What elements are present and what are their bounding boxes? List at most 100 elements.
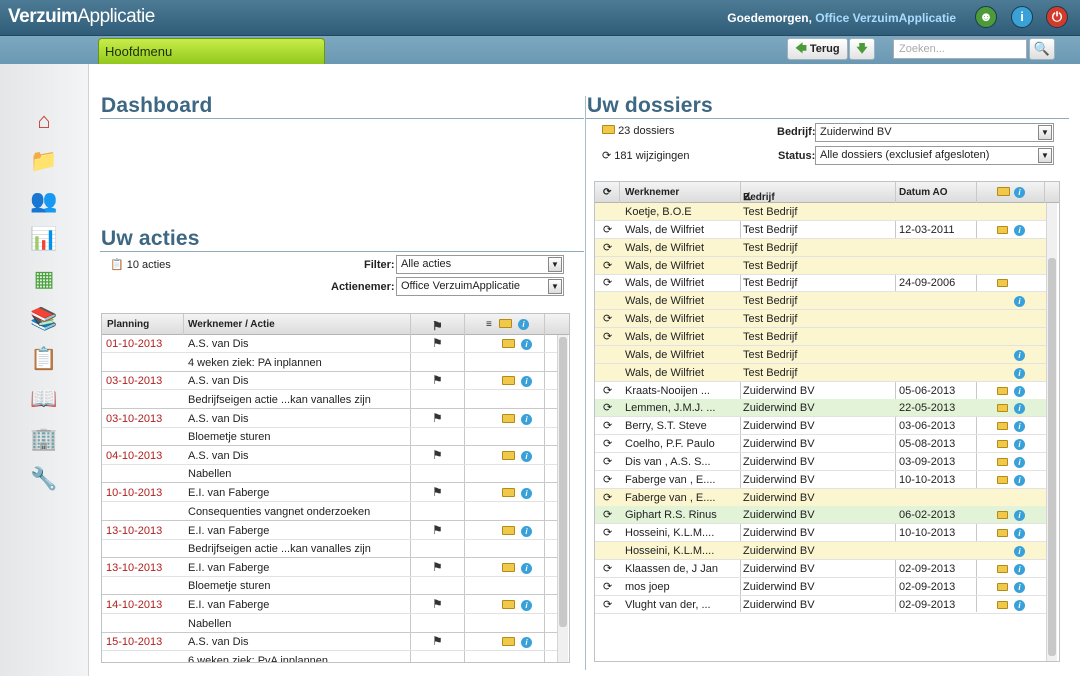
table-row[interactable]: 13-10-2013 E.I. van Faberge ⚑ i xyxy=(102,559,557,577)
folder-icon[interactable] xyxy=(997,457,1008,469)
info-icon[interactable]: i xyxy=(1014,456,1025,468)
folder-icon[interactable] xyxy=(502,600,515,612)
list-item[interactable]: Bedrijfseigen actie ...kan vanalles zijn xyxy=(102,540,557,558)
info-icon[interactable]: i xyxy=(521,525,532,537)
table-row[interactable]: ⟳ Wals, de Wilfriet Test Bedrijf 12-03-2011… xyxy=(595,221,1046,239)
address-book-icon[interactable]: 📖 xyxy=(30,386,58,411)
tools-icon[interactable]: 🔧 xyxy=(30,466,58,491)
info-icon[interactable]: i xyxy=(1014,438,1025,451)
buildings-icon[interactable]: 🏢 xyxy=(30,426,58,451)
folder-icon[interactable] xyxy=(502,525,515,538)
info-icon[interactable]: i xyxy=(521,413,532,425)
table-row[interactable]: Hosseini, K.L.M.... Zuiderwind BV i xyxy=(595,542,1046,561)
list-item[interactable]: Bloemetje sturen xyxy=(102,428,557,447)
info-icon[interactable]: i xyxy=(521,487,532,500)
table-row[interactable]: 13-10-2013 E.I. van Faberge ⚑ i xyxy=(102,522,557,540)
scrollbar-thumb[interactable] xyxy=(559,337,567,627)
folder-icon[interactable] xyxy=(997,600,1008,612)
info-icon[interactable]: i xyxy=(1014,581,1025,593)
table-row[interactable]: ⟳ Dis van , A.S. S... Zuiderwind BV 03-09-2… xyxy=(595,453,1046,471)
sync-icon[interactable]: ⟳ xyxy=(603,402,613,415)
sync-icon[interactable]: ⟳ xyxy=(603,580,613,593)
list-item[interactable]: 6 weken ziek: PvA inplannen xyxy=(102,652,557,662)
home-icon[interactable]: ⌂ xyxy=(37,108,51,133)
flag-icon[interactable]: ⚑ xyxy=(432,522,443,537)
search-input[interactable]: Zoeken... xyxy=(893,39,1027,59)
column-datum-ao[interactable]: Datum AO xyxy=(899,187,948,198)
sync-icon[interactable]: ⟳ xyxy=(603,598,613,611)
folder-icon[interactable] xyxy=(997,564,1008,576)
sync-icon[interactable]: ⟳ xyxy=(603,277,613,290)
add-folder-icon[interactable]: 📁 xyxy=(30,148,58,173)
sync-icon[interactable]: ⟳ xyxy=(603,420,613,433)
info-icon[interactable]: i xyxy=(521,375,532,388)
table-row[interactable]: ⟳ Hosseini, K.L.M.... Zuiderwind BV 10-10-2… xyxy=(595,524,1046,543)
chart-icon[interactable]: 📊 xyxy=(30,226,58,251)
info-icon[interactable]: i xyxy=(1014,563,1025,575)
info-icon[interactable]: i xyxy=(521,338,532,350)
folder-icon[interactable] xyxy=(997,439,1008,451)
folder-icon[interactable] xyxy=(502,413,515,426)
sync-icon[interactable]: ⟳ xyxy=(603,223,613,236)
table-row[interactable]: Wals, de Wilfriet Test Bedrijf i xyxy=(595,292,1046,311)
table-row[interactable]: ⟳ Wals, de Wilfriet Test Bedrijf 24-09-2006 xyxy=(595,274,1046,293)
table-row[interactable]: 03-10-2013 A.S. van Dis ⚑ i xyxy=(102,410,557,428)
scrollbar[interactable] xyxy=(557,335,568,662)
info-icon[interactable]: i xyxy=(521,599,532,612)
folder-icon[interactable] xyxy=(502,637,515,649)
info-icon[interactable]: i xyxy=(1014,509,1025,522)
info-icon[interactable]: i xyxy=(521,562,532,574)
table-row[interactable]: 14-10-2013 E.I. van Faberge ⚑ i xyxy=(102,596,557,615)
clipboard-icon[interactable]: 📋 xyxy=(30,346,58,371)
folder-icon[interactable] xyxy=(997,475,1008,487)
table-row[interactable]: ⟳ Wals, de Wilfriet Test Bedrijf xyxy=(595,327,1046,346)
info-icon[interactable]: i xyxy=(1014,349,1025,361)
table-row[interactable]: ⟳ Wals, de Wilfriet Test Bedrijf xyxy=(595,256,1046,275)
folder-icon[interactable] xyxy=(997,421,1008,433)
folder-icon[interactable] xyxy=(997,528,1008,540)
table-row[interactable]: 03-10-2013 A.S. van Dis ⚑ i xyxy=(102,372,557,391)
list-item[interactable]: Nabellen xyxy=(102,615,557,633)
info-icon[interactable]: i xyxy=(1014,224,1025,236)
sync-icon[interactable]: ⟳ xyxy=(603,384,613,397)
calendar-icon[interactable]: ▦ xyxy=(33,266,55,291)
info-icon[interactable]: i xyxy=(1014,599,1025,611)
bedrijf-select[interactable]: Zuiderwind BV ▼ xyxy=(815,123,1054,142)
table-row[interactable]: Wals, de Wilfriet Test Bedrijf i xyxy=(595,363,1046,382)
column-werknemer-actie[interactable]: Werknemer / Actie xyxy=(188,319,275,330)
table-row[interactable]: ⟳ Giphart R.S. Rinus Zuiderwind BV 06-02-20… xyxy=(595,506,1046,525)
table-row[interactable]: ⟳ Wals, de Wilfriet Test Bedrijf xyxy=(595,238,1046,257)
info-icon[interactable]: i xyxy=(1014,527,1025,540)
flag-icon[interactable]: ⚑ xyxy=(432,410,443,425)
actienemer-select[interactable]: Office VerzuimApplicatie ▼ xyxy=(396,277,564,296)
table-row[interactable]: 10-10-2013 E.I. van Faberge ⚑ i xyxy=(102,484,557,503)
table-row[interactable]: ⟳ Faberge van , E.... Zuiderwind BV xyxy=(595,488,1046,507)
table-row[interactable]: ⟳ Lemmen, J.M.J. ... Zuiderwind BV 22-05-20… xyxy=(595,399,1046,418)
info-icon[interactable]: i xyxy=(1014,385,1025,397)
table-row[interactable]: ⟳ Wals, de Wilfriet Test Bedrijf xyxy=(595,310,1046,329)
flag-icon[interactable]: ⚑ xyxy=(432,373,443,388)
sync-icon[interactable]: ⟳ xyxy=(603,330,613,343)
list-item[interactable]: Bedrijfseigen actie ...kan vanalles zijn xyxy=(102,391,557,409)
list-item[interactable]: 4 weken ziek: PA inplannen xyxy=(102,354,557,372)
flag-icon[interactable]: ⚑ xyxy=(432,634,443,649)
table-row[interactable]: Koetje, B.O.E Test Bedrijf xyxy=(595,203,1046,221)
table-row[interactable]: ⟳ mos joep Zuiderwind BV 02-09-2013 i xyxy=(595,578,1046,596)
folder-icon[interactable] xyxy=(997,225,1008,237)
list-item[interactable]: Bloemetje sturen xyxy=(102,577,557,596)
flag-icon[interactable]: ⚑ xyxy=(432,485,443,500)
table-row[interactable]: ⟳ Vlught van der, ... Zuiderwind BV 02-09-2… xyxy=(595,596,1046,614)
sync-icon[interactable]: ⟳ xyxy=(603,438,613,451)
table-row[interactable]: ⟳ Faberge van , E.... Zuiderwind BV 10-10-2… xyxy=(595,471,1046,489)
folder-icon[interactable] xyxy=(502,339,515,351)
app-logo[interactable]: VerzuimApplicatie xyxy=(8,6,155,27)
folder-icon[interactable] xyxy=(997,510,1008,522)
flag-icon[interactable]: ⚑ xyxy=(432,597,443,612)
sync-icon[interactable]: ⟳ xyxy=(603,527,613,540)
folder-icon[interactable] xyxy=(997,582,1008,594)
logout-icon[interactable]: ⏻ xyxy=(1046,6,1068,28)
table-row[interactable]: 15-10-2013 A.S. van Dis ⚑ i xyxy=(102,633,557,652)
users-icon[interactable]: 👥 xyxy=(30,188,58,213)
info-icon[interactable]: i xyxy=(521,636,532,649)
info-icon[interactable]: i xyxy=(1014,295,1025,308)
